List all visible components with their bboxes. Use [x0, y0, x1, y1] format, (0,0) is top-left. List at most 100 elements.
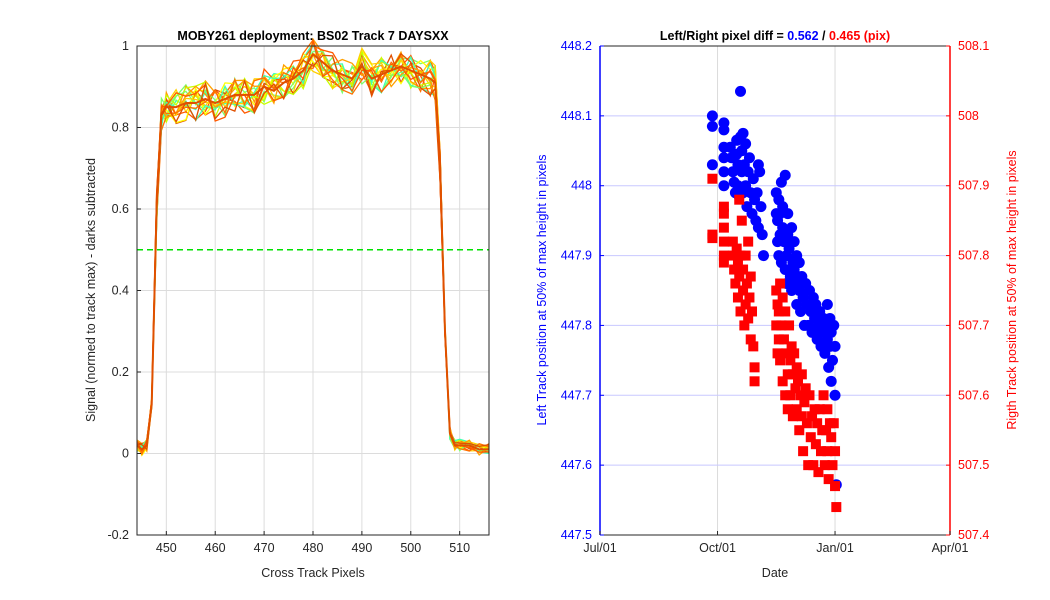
right-track-point: [744, 292, 755, 303]
right-track-point: [743, 313, 754, 324]
right-track-point: [718, 257, 729, 268]
left-track-point: [754, 166, 766, 178]
right-right-y-tick-label: 508.1: [958, 39, 989, 53]
right-title-left-diff: 0.562: [787, 29, 818, 43]
right-track-point: [814, 404, 825, 415]
right-track-point: [718, 222, 729, 233]
right-track-point: [796, 369, 807, 380]
left-y-tick-label: 0.6: [112, 202, 129, 216]
left-y-tick-label: -0.2: [107, 528, 129, 542]
right-track-point: [777, 376, 788, 387]
left-track-point: [737, 127, 749, 139]
right-left-y-tick-label: 447.7: [561, 388, 592, 402]
right-track-point: [808, 460, 819, 471]
left-track-point: [706, 159, 718, 171]
left-y-tick-label: 0.4: [112, 284, 129, 298]
right-track-point: [830, 481, 841, 492]
right-track-point: [780, 306, 791, 317]
left-track-point: [743, 152, 755, 164]
right-track-point: [773, 334, 784, 345]
left-track-point: [718, 124, 730, 136]
right-track-point: [736, 215, 747, 226]
right-track-point: [772, 348, 783, 359]
right-track-point: [794, 425, 805, 436]
right-track-point: [718, 208, 729, 219]
left-y-tick-label: 0.8: [112, 121, 129, 135]
right-right-y-tick-label: 508: [958, 109, 979, 123]
left-track-point: [786, 222, 798, 234]
left-track-point: [718, 152, 730, 164]
right-track-point: [784, 320, 795, 331]
right-track-point: [732, 257, 743, 268]
right-track-point: [772, 299, 783, 310]
right-track-point: [739, 320, 750, 331]
right-track-point: [787, 411, 798, 422]
right-track-point: [778, 334, 789, 345]
right-right-y-tick-label: 507.5: [958, 458, 989, 472]
right-track-point: [734, 271, 745, 282]
right-title-right-diff: 0.465 (pix): [829, 29, 890, 43]
right-track-point: [775, 355, 786, 366]
right-track-point: [786, 341, 797, 352]
right-track-point: [785, 355, 796, 366]
right-track-point: [749, 362, 760, 373]
right-track-point: [782, 404, 793, 415]
left-profile-mean-line: [136, 52, 489, 451]
right-track-point: [789, 348, 800, 359]
left-track-point: [779, 169, 791, 181]
right-track-point: [822, 404, 833, 415]
left-track-point: [821, 298, 833, 310]
right-right-y-tick-label: 507.8: [958, 249, 989, 263]
right-x-tick-label: Apr/01: [932, 541, 969, 555]
right-track-point: [780, 390, 791, 401]
right-track-point: [718, 250, 729, 261]
right-track-point: [727, 250, 738, 261]
left-track-point: [828, 319, 840, 331]
right-track-point: [777, 292, 788, 303]
right-right-y-tick-label: 507.4: [958, 528, 989, 542]
right-track-point: [735, 250, 746, 261]
left-track-point: [724, 141, 736, 153]
left-x-tick-label: 500: [400, 541, 421, 555]
right-right-y-tick-label: 507.7: [958, 318, 989, 332]
left-track-point: [782, 208, 794, 220]
right-chart: Jul/01 Oct/01 Jan/01 Apr/01 447.5 447.6 447.7 4…: [535, 29, 1019, 580]
right-track-point: [804, 390, 815, 401]
left-track-point: [829, 340, 841, 352]
right-title-part: /: [819, 29, 829, 43]
right-x-axis-label: Date: [762, 566, 788, 580]
right-track-point: [745, 334, 756, 345]
left-track-point: [788, 236, 800, 248]
right-track-point: [803, 460, 814, 471]
right-track-point: [749, 376, 760, 387]
right-track-point: [773, 306, 784, 317]
right-track-point: [718, 236, 729, 247]
left-profile-lines: [136, 37, 490, 457]
right-track-point: [771, 285, 782, 296]
left-x-tick-label: 510: [449, 541, 470, 555]
right-track-point: [827, 460, 838, 471]
right-left-y-axis-label: Left Track position at 50% of max height…: [535, 155, 549, 426]
right-track-point: [782, 369, 793, 380]
right-left-y-tick-label: 448.1: [561, 109, 592, 123]
right-track-point: [791, 362, 802, 373]
right-track-point: [741, 278, 752, 289]
left-x-tick-label: 460: [205, 541, 226, 555]
right-tick-labels: Jul/01 Oct/01 Jan/01 Apr/01 447.5 447.6 447.7 4…: [561, 39, 990, 555]
left-x-tick-label: 490: [351, 541, 372, 555]
right-left-y-tick-label: 447.8: [561, 318, 592, 332]
right-track-point: [745, 271, 756, 282]
right-x-tick-label: Jan/01: [816, 541, 854, 555]
right-track-point: [729, 264, 740, 275]
right-track-point: [809, 404, 820, 415]
left-x-tick-label: 470: [254, 541, 275, 555]
left-track-point: [758, 250, 770, 262]
left-track-point: [740, 138, 752, 150]
left-y-axis-label: Signal (normed to track max) - darks sub…: [84, 158, 98, 422]
right-track-point: [734, 194, 745, 205]
right-left-y-tick-label: 447.9: [561, 249, 592, 263]
left-track-point: [706, 120, 718, 132]
left-x-tick-label: 450: [156, 541, 177, 555]
right-left-y-tick-label: 447.5: [561, 528, 592, 542]
right-track-point: [819, 460, 830, 471]
